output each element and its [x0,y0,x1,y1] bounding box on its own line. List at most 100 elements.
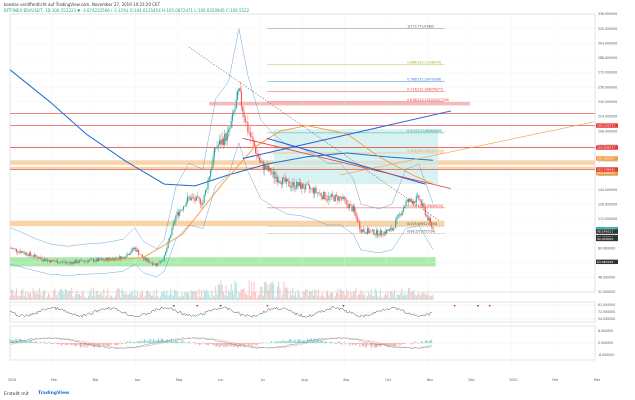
volume-bar [378,296,380,300]
volume-bar [372,296,374,300]
volume-bar [161,293,163,300]
price-tag-bg [596,156,618,161]
macd-hist [254,343,256,345]
macd-hist [236,343,238,348]
candle-body [397,214,399,217]
volume-bar [420,294,422,300]
volume-bar [267,290,269,300]
volume-bar [278,281,280,300]
macd-hist [274,341,276,344]
candle-body [108,258,110,262]
rsi-tick-label: 72.000000 [598,310,615,314]
volume-bar [219,284,221,300]
candle-body [71,262,73,265]
macd-hist [108,343,110,346]
volume-bar [382,297,384,300]
candle-body [53,260,55,262]
price-tick-label: 144.000000 [598,188,617,192]
candle-body [413,201,415,204]
volume-bar [168,294,170,300]
volume-bar [391,291,393,300]
macd-hist [159,340,161,344]
volume-bar [23,295,25,300]
blue-moving-average [9,69,434,187]
publisher-line: koeslas veröffentlicht auf TradingView.c… [4,2,161,7]
candle-body [87,260,89,263]
volume-bar [93,288,95,300]
candle-body [68,262,70,263]
volume-bar [45,297,47,300]
volume-bar [255,292,257,300]
candle-body [176,211,178,216]
macd-hist [58,343,60,345]
macd-hist [19,338,21,344]
macd-hist [115,343,117,346]
candle-body [297,181,299,187]
candle-body [391,228,393,231]
macd-hist [215,343,217,347]
candle-body [314,187,316,194]
volume-bar [197,297,199,300]
macd-hist [376,343,377,348]
volume-bar [48,293,50,300]
macd-hist [404,343,406,345]
candle-body [337,195,339,201]
volume-bar [271,281,273,300]
macd-hist [218,343,220,348]
volume-bar [427,292,429,300]
price-tag-bg [596,236,618,242]
volume-bar [179,296,181,300]
macd-hist [318,339,320,344]
price-tick-label: 32.000000 [598,290,615,294]
volume-bar [117,288,119,300]
volume-bar [159,296,161,300]
volume-bar [424,294,426,300]
candle-body [239,88,241,92]
volume-bar [276,286,278,300]
volume-bar [145,291,147,300]
candle-body [280,183,282,185]
macd-hist [95,343,97,347]
candle-body [359,221,361,230]
volume-bar [184,292,186,300]
macd-hist [431,339,433,344]
candle-body [31,255,33,257]
volume-bar [414,293,416,300]
volume-bar [410,291,412,300]
candle-body [355,211,357,217]
macd-hist [96,343,98,347]
candle-body [19,251,21,253]
volume-bar [82,290,84,300]
macd-hist [213,343,215,345]
candle-body [336,194,338,196]
macd-hist [250,343,252,347]
candle-body [41,258,43,261]
volume-bar [109,294,111,300]
macd-hist [369,343,371,347]
volume-bar [229,292,231,300]
volume-bar [158,297,160,300]
volume-bar [171,294,173,300]
price-tag: 90.000000 [597,237,613,241]
macd-hist [53,343,54,345]
tradingview-logo[interactable]: TradingView [38,391,70,396]
volume-bar [105,295,107,300]
macd-hist [301,340,303,344]
candle-body [369,231,371,233]
candle-body [112,258,114,260]
macd-hist [303,340,304,344]
candle-body [135,247,137,252]
macd-hist [371,343,372,348]
volume-bar [121,288,123,300]
candle-body [220,140,222,145]
candle-body [327,199,329,201]
macd-hist [387,343,389,348]
candle-body [373,229,375,235]
macd-hist [32,341,34,344]
volume-bar [252,291,254,300]
candle-body [278,181,280,182]
volume-bar [44,289,46,300]
volume-bar [12,290,14,300]
volume-bar [426,295,428,300]
